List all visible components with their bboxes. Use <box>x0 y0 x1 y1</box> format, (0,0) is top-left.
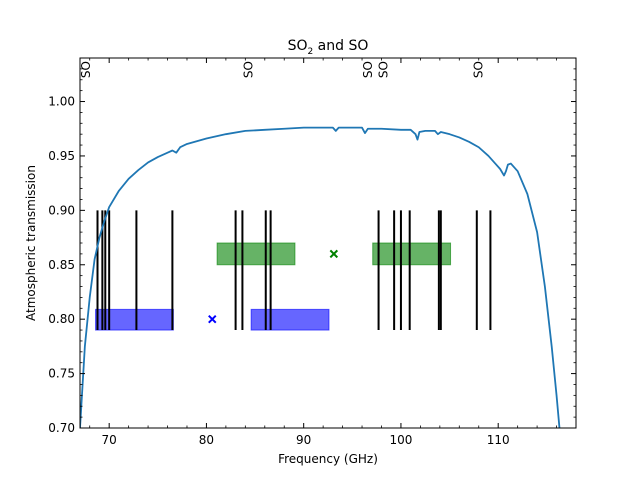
x-tick-label-2: 90 <box>296 433 311 447</box>
green-band-2 <box>216 242 296 266</box>
y-tick-label-3: 0.85 <box>48 258 75 272</box>
axis-ticks: 70 80 90 100 110 0.70 0.75 0.80 0.85 0.90 0.95 1.00 <box>48 57 577 447</box>
line-label-0: SO <box>79 61 93 78</box>
x-axis-label: Frequency (GHz) <box>278 452 378 466</box>
line-label-3: SO <box>376 61 390 78</box>
transmission-curve <box>80 126 561 428</box>
y-tick-label-5: 0.95 <box>48 149 75 163</box>
x-tick-label-4: 110 <box>487 433 510 447</box>
y-tick-label-6: 1.00 <box>48 95 75 109</box>
x-tick-label-1: 80 <box>199 433 214 447</box>
y-tick-label-0: 0.70 <box>48 421 75 435</box>
chart-title: SO2 and SO <box>288 38 369 57</box>
y-tick-label-1: 0.75 <box>48 367 75 381</box>
line-label-4: SO <box>472 61 486 78</box>
y-axis-label: Atmospheric transmission <box>24 165 38 321</box>
blue-band-0 <box>95 308 174 331</box>
blue-cross-marker-0 <box>208 314 217 324</box>
blue-band-1 <box>250 308 330 331</box>
y-tick-label-2: 0.80 <box>48 312 75 326</box>
green-band-3 <box>372 242 452 266</box>
y-tick-label-4: 0.90 <box>48 203 75 217</box>
x-tick-label-3: 100 <box>389 433 412 447</box>
x-tick-label-0: 70 <box>102 433 117 447</box>
line-label-1: SO <box>241 61 255 78</box>
line-label-2: SO <box>361 61 375 78</box>
green-cross-marker-1 <box>329 249 339 259</box>
plot-content <box>80 126 561 428</box>
